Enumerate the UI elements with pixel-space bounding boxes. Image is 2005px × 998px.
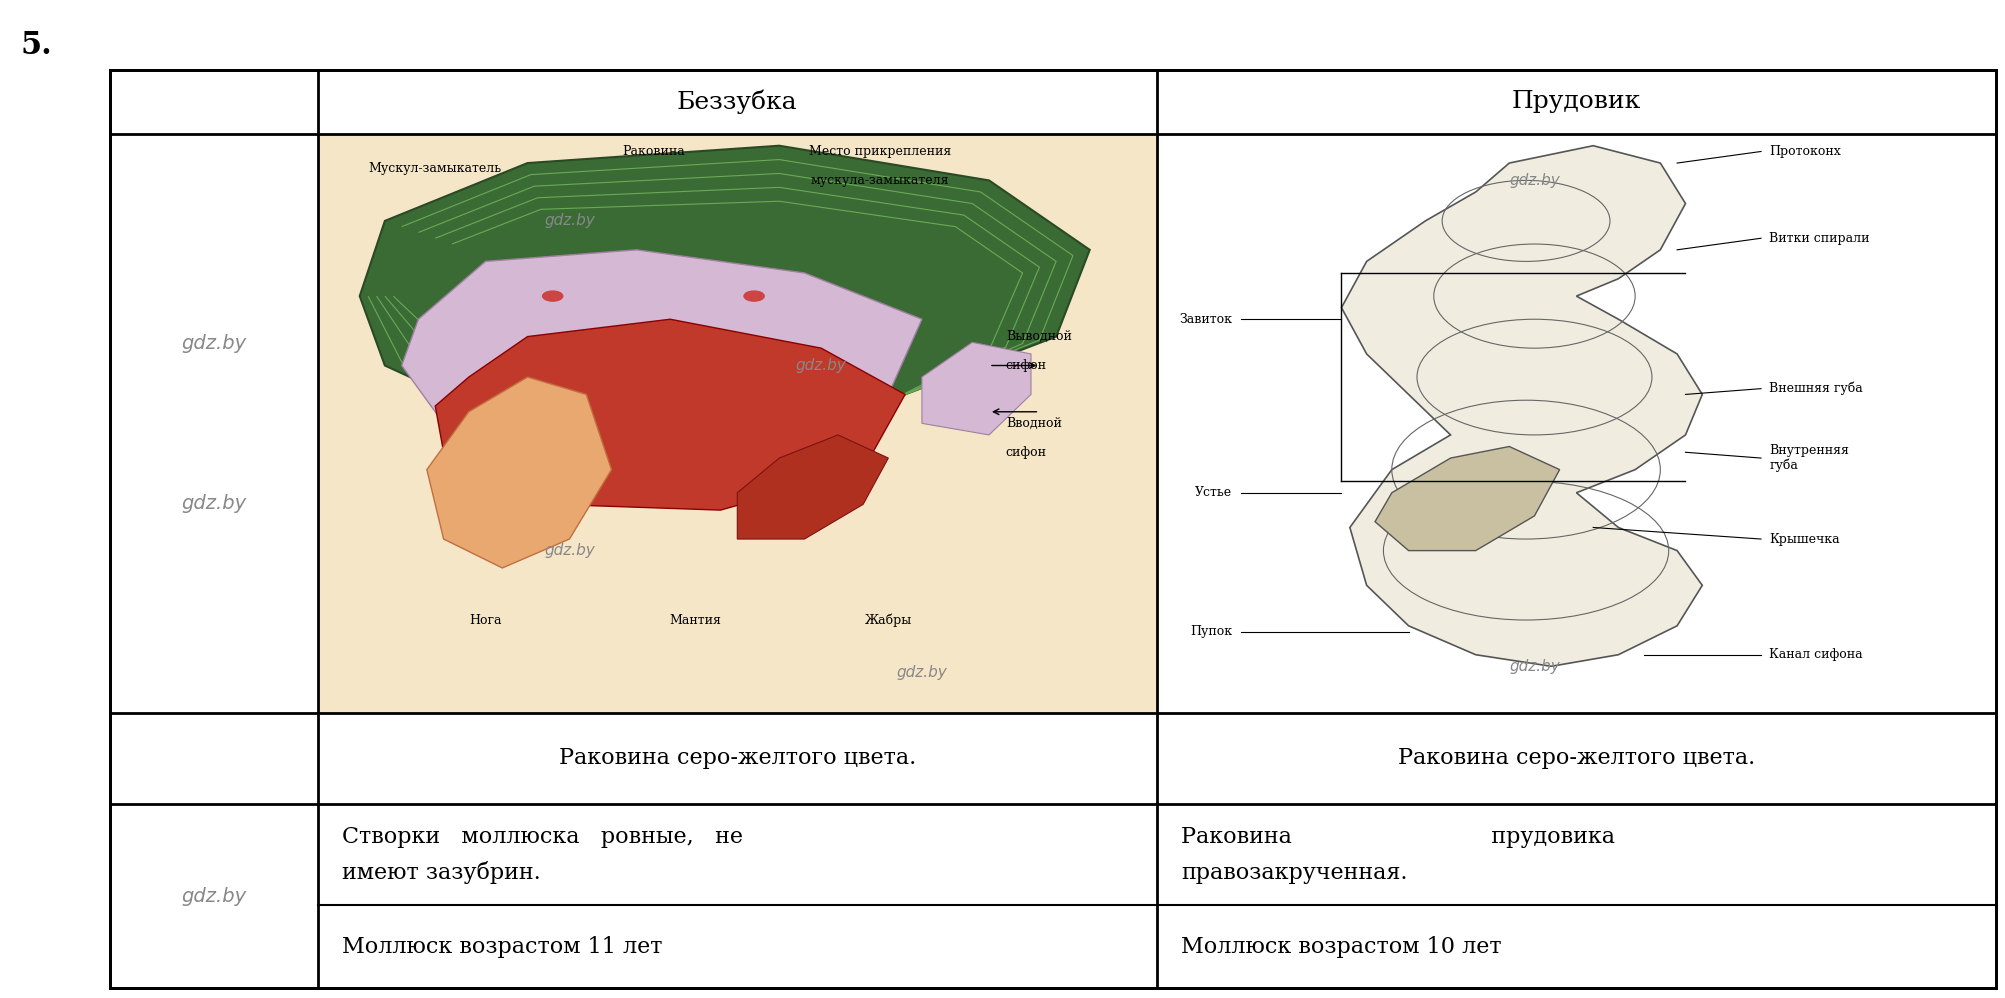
Text: Раковина: Раковина (622, 145, 684, 158)
Polygon shape (401, 250, 922, 470)
Polygon shape (435, 319, 904, 510)
Polygon shape (359, 146, 1089, 423)
Text: 5.: 5. (20, 30, 52, 61)
Text: Раковина серо-желтого цвета.: Раковина серо-желтого цвета. (559, 748, 916, 769)
Text: gdz.by: gdz.by (180, 334, 247, 353)
Text: Раковина                            прудовика: Раковина прудовика (1181, 826, 1614, 848)
Text: gdz.by: gdz.by (543, 214, 595, 229)
Text: Протоконх: Протоконх (1768, 145, 1841, 158)
Text: Моллюск возрастом 10 лет: Моллюск возрастом 10 лет (1181, 936, 1502, 958)
Text: Нога: Нога (469, 614, 501, 627)
Polygon shape (1341, 146, 1702, 667)
Text: Жабры: Жабры (864, 614, 912, 627)
Text: сифон: сифон (1005, 359, 1047, 372)
Polygon shape (738, 435, 888, 539)
FancyBboxPatch shape (110, 70, 1995, 988)
Text: Мускул-замыкатель: Мускул-замыкатель (369, 163, 501, 176)
Text: Канал сифона: Канал сифона (1768, 649, 1863, 662)
Text: Раковина серо-желтого цвета.: Раковина серо-желтого цвета. (1397, 748, 1754, 769)
Text: Моллюск возрастом 11 лет: Моллюск возрастом 11 лет (341, 936, 662, 958)
Polygon shape (1373, 446, 1558, 551)
Text: Мантия: Мантия (670, 614, 722, 627)
Polygon shape (922, 342, 1031, 435)
Text: Пупок: Пупок (1189, 625, 1231, 638)
Text: Створки   моллюска   ровные,   не: Створки моллюска ровные, не (341, 826, 742, 848)
Text: Устье: Устье (1195, 486, 1231, 499)
Text: сифон: сифон (1005, 446, 1047, 459)
Text: gdz.by: gdz.by (180, 494, 247, 513)
Text: Витки спирали: Витки спирали (1768, 232, 1869, 245)
Text: gdz.by: gdz.by (896, 665, 946, 680)
Circle shape (744, 291, 764, 301)
Text: мускула-замыкателя: мускула-замыкателя (810, 174, 948, 187)
Text: Вводной: Вводной (1005, 417, 1061, 430)
Text: Внутренняя
губа: Внутренняя губа (1768, 444, 1849, 472)
Text: Выводной: Выводной (1005, 330, 1071, 343)
Text: gdz.by: gdz.by (796, 358, 846, 373)
Text: Беззубка: Беззубка (676, 90, 798, 114)
Polygon shape (427, 377, 612, 568)
Text: Внешняя губа: Внешняя губа (1768, 382, 1863, 395)
Text: gdz.by: gdz.by (180, 886, 247, 906)
Text: gdz.by: gdz.by (1508, 173, 1560, 188)
Text: gdz.by: gdz.by (543, 543, 595, 558)
Text: правозакрученная.: правозакрученная. (1181, 862, 1408, 884)
FancyBboxPatch shape (317, 134, 1157, 713)
Text: Место прикрепления: Место прикрепления (808, 145, 950, 158)
Text: имеют зазубрин.: имеют зазубрин. (341, 861, 539, 884)
Text: Завиток: Завиток (1179, 312, 1231, 325)
Text: Прудовик: Прудовик (1512, 91, 1640, 114)
Text: gdz.by: gdz.by (1508, 659, 1560, 674)
Text: Крышечка: Крышечка (1768, 533, 1839, 546)
Circle shape (543, 291, 563, 301)
